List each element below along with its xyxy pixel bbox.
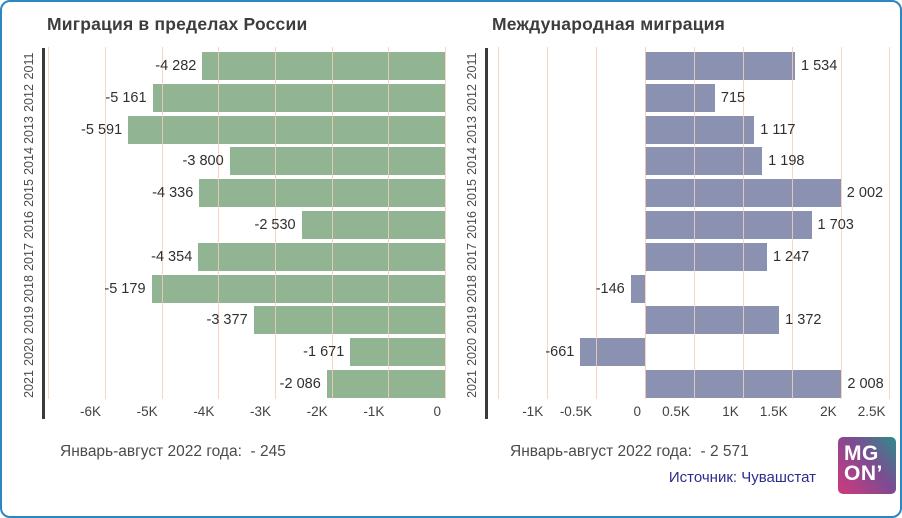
x-axis-tick-label: -0.5K (559, 404, 593, 419)
bar-2011[interactable] (202, 52, 445, 80)
x-gridline (645, 47, 646, 399)
bar-value-label: -4 354 (151, 248, 193, 265)
bar-value-label: -2 530 (254, 217, 296, 233)
x-gridline (596, 47, 598, 399)
bar-2012[interactable] (152, 83, 445, 112)
source-label: Источник: Чувашстат (668, 469, 816, 486)
x-axis-tick-label: 1K (722, 404, 739, 419)
x-axis-tick-label: 1.5K (759, 404, 788, 419)
x-gridline (693, 47, 695, 399)
chart-title-international-migration: Международная миграция (492, 14, 726, 34)
bar-value-label: 1 117 (760, 121, 796, 138)
x-gridline (48, 47, 50, 399)
bar-2017[interactable] (198, 242, 445, 271)
bar-value-label: 2 008 (847, 376, 884, 392)
bar-value-label: -3 800 (182, 153, 224, 170)
x-gridline (547, 47, 549, 399)
bar-value-label: -4 336 (152, 185, 194, 202)
x-gridline (498, 47, 500, 399)
x-axis-tick-label: -1K (363, 404, 385, 419)
x-axis-tick-label: -3K (249, 404, 271, 419)
bar-2018[interactable] (630, 274, 645, 303)
bar-2012[interactable] (645, 83, 715, 112)
bar-2019[interactable] (645, 306, 780, 335)
x-gridline (791, 47, 793, 399)
bar-value-label: 2 002 (846, 185, 884, 202)
y-axis-spine (42, 48, 45, 419)
x-gridline (742, 47, 744, 399)
bar-value-label: 1 247 (772, 248, 810, 265)
x-axis-tick-label: 2.5K (857, 404, 886, 419)
x-axis-tick-label: 0 (633, 404, 641, 419)
bar-2011[interactable] (645, 52, 796, 80)
bar-2016[interactable] (301, 211, 445, 239)
bar-2013[interactable] (128, 115, 445, 144)
bar-value-label: 1 372 (785, 312, 822, 329)
bar-value-label: -661 (545, 344, 575, 361)
bar-2016[interactable] (645, 211, 812, 239)
x-axis-tick-label: -6K (79, 404, 101, 419)
x-gridline (388, 47, 390, 399)
x-gridline (105, 47, 106, 399)
bar-value-label: 1 703 (817, 217, 854, 233)
x-axis-tick-label: 0.5K (662, 404, 690, 419)
y-axis-year-label: 2021 (465, 370, 479, 398)
bar-2020[interactable] (580, 338, 645, 367)
x-gridline (275, 47, 276, 399)
bar-value-label: -4 282 (155, 58, 197, 74)
bar-2014[interactable] (645, 147, 763, 176)
bar-value-label: -5 179 (104, 280, 146, 297)
x-gridline (161, 47, 163, 399)
x-gridline (218, 47, 220, 399)
y-axis-spine (485, 48, 488, 419)
bar-value-label: -5 161 (105, 89, 147, 106)
x-axis-tick-label: -2K (306, 404, 328, 419)
bar-2015[interactable] (199, 179, 445, 208)
bar-2017[interactable] (645, 242, 767, 271)
mgon-logo[interactable]: MG ON’ (838, 437, 896, 494)
caption-international-migration: Январь-август 2022 года: - 2 571 (510, 443, 749, 460)
x-gridline (331, 47, 333, 399)
x-axis-tick-label: -4K (193, 404, 215, 419)
bar-value-label: -1 671 (303, 344, 345, 361)
x-gridline (889, 47, 891, 399)
caption-internal-migration: Январь-август 2022 года: - 245 (60, 443, 286, 460)
x-axis-tick-label: 0 (433, 404, 441, 419)
logo-line1: MG (844, 442, 879, 465)
bar-2019[interactable] (253, 306, 445, 335)
bar-2020[interactable] (350, 338, 445, 367)
bar-2021[interactable] (326, 370, 445, 398)
bar-value-label: 1 198 (768, 153, 805, 170)
bar-value-label: 1 534 (801, 58, 838, 74)
bar-value-label: -5 591 (81, 121, 123, 138)
x-gridline (840, 47, 842, 399)
bar-2013[interactable] (645, 115, 755, 144)
bar-2014[interactable] (229, 147, 445, 176)
x-axis-tick-label: -1K (522, 404, 544, 419)
bar-2018[interactable] (151, 274, 445, 303)
x-axis-tick-label: -5K (136, 404, 158, 419)
chart-title-internal-migration: Миграция в пределах России (47, 14, 308, 34)
bar-value-label: 715 (720, 89, 746, 106)
x-gridline (445, 47, 446, 399)
bar-value-label: -146 (595, 280, 625, 297)
bar-value-label: -2 086 (279, 376, 321, 392)
logo-line2: ON’ (844, 461, 883, 485)
bar-value-label: -3 377 (206, 312, 248, 329)
x-axis-tick-label: 2K (820, 404, 837, 419)
